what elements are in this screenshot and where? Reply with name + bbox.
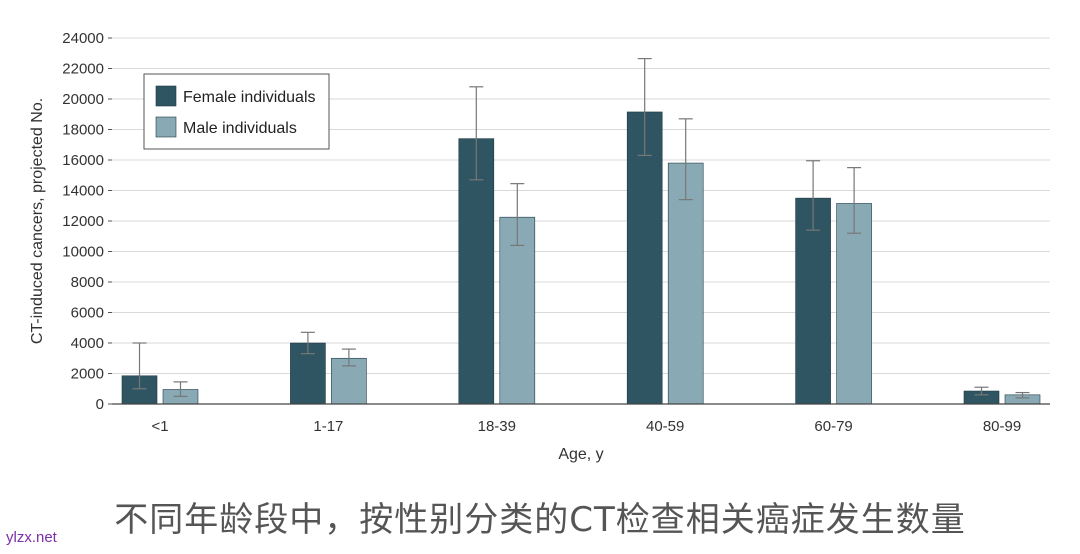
y-tick-label: 8000	[71, 274, 104, 291]
error-bar-male-5	[1015, 391, 1030, 399]
x-tick-label: 80-99	[983, 418, 1021, 435]
y-tick-label: 14000	[62, 183, 104, 200]
y-tick-label: 0	[96, 396, 104, 413]
bars	[121, 111, 1041, 405]
legend-label-male: Male individuals	[183, 120, 297, 137]
error-bar-female-4	[806, 160, 821, 231]
bar-male-2	[499, 216, 536, 405]
legend-swatch-male	[155, 116, 177, 138]
legend-box	[143, 73, 330, 150]
x-axis-label: Age, y	[558, 446, 603, 463]
y-axis-label: CT-induced cancers, projected No.	[29, 98, 46, 344]
bar-male-4	[836, 203, 872, 405]
error-bar-male-1	[341, 348, 356, 367]
error-bars	[132, 57, 1030, 399]
x-tick-label: 60-79	[814, 418, 852, 435]
error-bar-male-4	[847, 167, 862, 234]
y-tick-label: 12000	[62, 213, 104, 230]
error-bar-female-0	[132, 342, 147, 390]
y-tick-label: 22000	[62, 61, 104, 78]
bar-female-3	[626, 111, 663, 405]
x-tick-label: 18-39	[478, 418, 516, 435]
x-tick-label: 1-17	[313, 418, 343, 435]
y-tick-label: 10000	[62, 244, 104, 261]
x-tick-label: 40-59	[646, 418, 684, 435]
site-watermark: ylzx.net	[6, 529, 57, 546]
gridlines	[112, 37, 1050, 374]
legend: Female individuals Male individuals	[143, 73, 330, 150]
error-bar-male-3	[678, 118, 693, 201]
y-tick-label: 20000	[62, 91, 104, 108]
y-tick-label: 4000	[71, 335, 104, 352]
x-tick-label: <1	[151, 418, 168, 435]
error-bar-female-1	[300, 331, 315, 355]
error-bar-male-2	[510, 183, 525, 246]
bar-male-3	[667, 162, 704, 405]
y-tick-label: 18000	[62, 122, 104, 139]
bar-female-4	[795, 197, 831, 405]
y-axis-ticks: 0 2000 4000 6000 8000 10000 12000 14000 16000 180…	[62, 30, 112, 413]
error-bar-female-2	[469, 86, 484, 181]
error-bar-female-5	[974, 386, 989, 396]
legend-swatch-female	[155, 85, 177, 107]
y-tick-label: 24000	[62, 30, 104, 47]
error-bar-male-0	[173, 381, 188, 397]
figure-caption: 不同年龄段中，按性别分类的CT检查相关癌症发生数量	[114, 500, 966, 540]
y-tick-label: 6000	[71, 305, 104, 322]
error-bar-female-3	[637, 57, 652, 157]
y-tick-label: 16000	[62, 152, 104, 169]
y-tick-label: 2000	[71, 366, 104, 383]
legend-label-female: Female individuals	[183, 89, 316, 106]
bar-chart: 0 2000 4000 6000 8000 10000 12000 14000 16000 180…	[29, 30, 1050, 463]
x-axis-ticks: <1 1-17 18-39 40-59 60-79 80-99	[151, 418, 1021, 435]
